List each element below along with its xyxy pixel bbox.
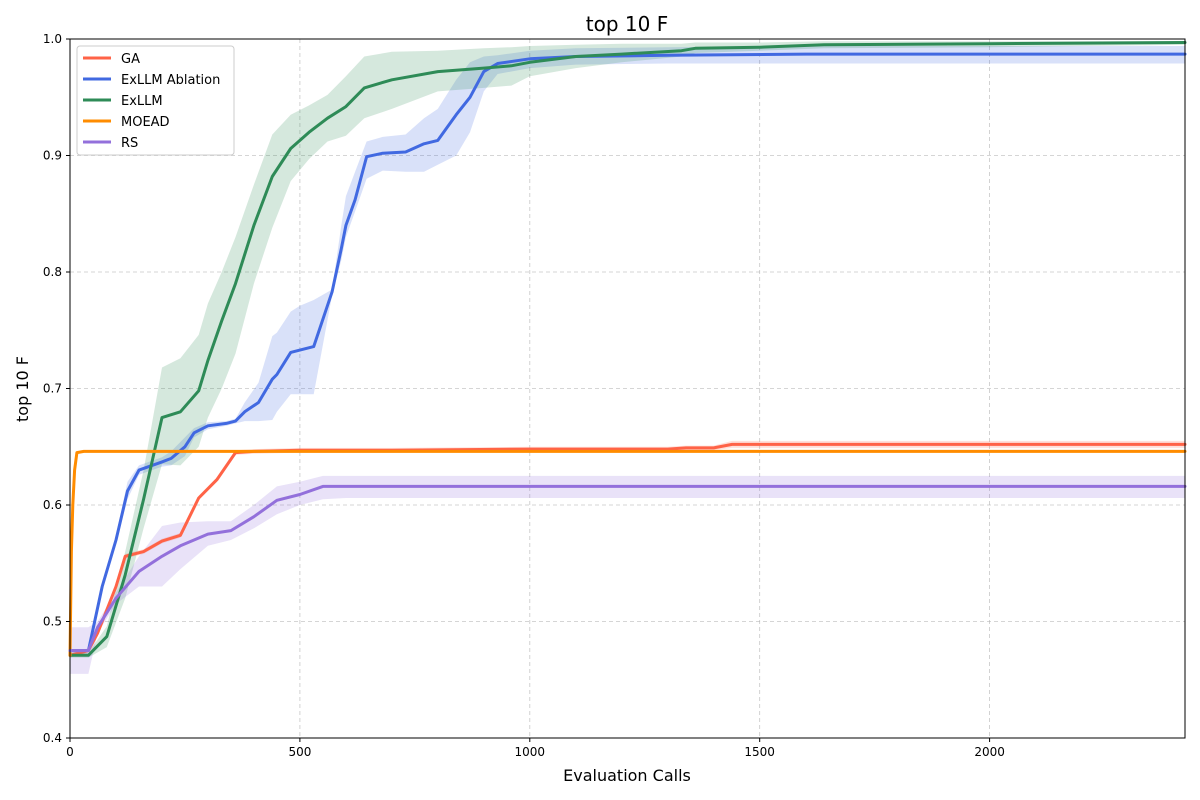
y-tick-label: 0.9 [43, 149, 62, 163]
series-line-exllm [68, 41, 1187, 657]
y-tick-label: 1.0 [43, 32, 62, 46]
y-tick-label: 0.4 [43, 731, 62, 745]
x-tick-label: 0 [66, 745, 74, 759]
legend-label-exllm: ExLLM [121, 94, 163, 109]
x-tick-label: 500 [288, 745, 311, 759]
x-tick-label: 1500 [744, 745, 775, 759]
band-ga [70, 440, 1185, 658]
y-tick-label: 0.8 [43, 265, 62, 279]
x-axis-ticks: 0 500 1000 1500 2000 [66, 738, 1005, 759]
confidence-bands [70, 41, 1185, 674]
band-rs [70, 475, 1185, 674]
y-axis-ticks: 0.4 0.5 0.6 0.7 0.8 0.9 1.0 [43, 32, 70, 745]
x-axis-label: Evaluation Calls [563, 766, 691, 785]
legend: GA ExLLM Ablation ExLLM MOEAD RS [76, 45, 235, 156]
legend-label-exllm-ablation: ExLLM Ablation [121, 73, 220, 88]
band-exllm-ablation [70, 46, 1185, 651]
x-tick-label: 2000 [974, 745, 1005, 759]
legend-label-rs: RS [121, 136, 138, 151]
legend-label-moead: MOEAD [121, 115, 170, 130]
y-tick-label: 0.6 [43, 498, 62, 512]
chart-title: top 10 F [586, 12, 668, 36]
legend-label-ga: GA [121, 52, 140, 67]
legend-box [76, 45, 235, 156]
y-axis-label: top 10 F [13, 356, 32, 422]
x-tick-label: 1000 [515, 745, 546, 759]
series-lines [68, 41, 1187, 657]
grid [69, 38, 1185, 739]
band-exllm [70, 41, 1185, 658]
series-line-exllm-ablation [68, 52, 1187, 653]
y-tick-label: 0.5 [43, 615, 62, 629]
series-line-rs [68, 484, 1187, 653]
y-tick-label: 0.7 [43, 382, 62, 396]
series-line-moead [68, 449, 1187, 657]
